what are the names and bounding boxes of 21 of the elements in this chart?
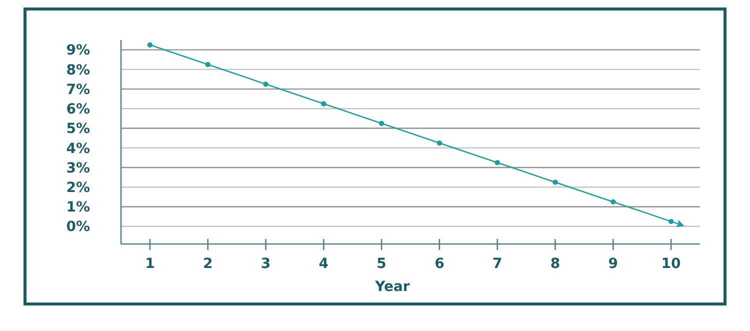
x-tick-label: 7 — [492, 256, 502, 272]
x-tick-label: 3 — [260, 256, 271, 272]
x-tick-label: 5 — [376, 256, 386, 272]
x-tick-label: 4 — [318, 256, 329, 272]
x-tick-label: 10 — [661, 256, 682, 272]
x-tick-label: 1 — [145, 256, 155, 272]
y-tick-label: 0% — [66, 219, 90, 236]
y-tick-label: 4% — [66, 140, 90, 157]
y-tick-label: 3% — [66, 160, 90, 176]
y-tick-label: 6% — [66, 102, 90, 118]
y-tick-label: 8% — [66, 62, 90, 78]
x-tick-label: 6 — [434, 256, 444, 272]
y-tick-label: 2% — [66, 180, 90, 196]
y-tick-label: 1% — [66, 200, 90, 216]
y-tick-label: 5% — [66, 121, 90, 138]
x-tick-label: 8 — [550, 256, 560, 272]
y-tick-label: 7% — [66, 82, 90, 98]
x-tick-label: 2 — [202, 256, 213, 272]
y-tick-label: 9% — [66, 42, 90, 59]
x-axis-title: Year — [374, 279, 410, 295]
x-tick-label: 9 — [608, 256, 618, 272]
